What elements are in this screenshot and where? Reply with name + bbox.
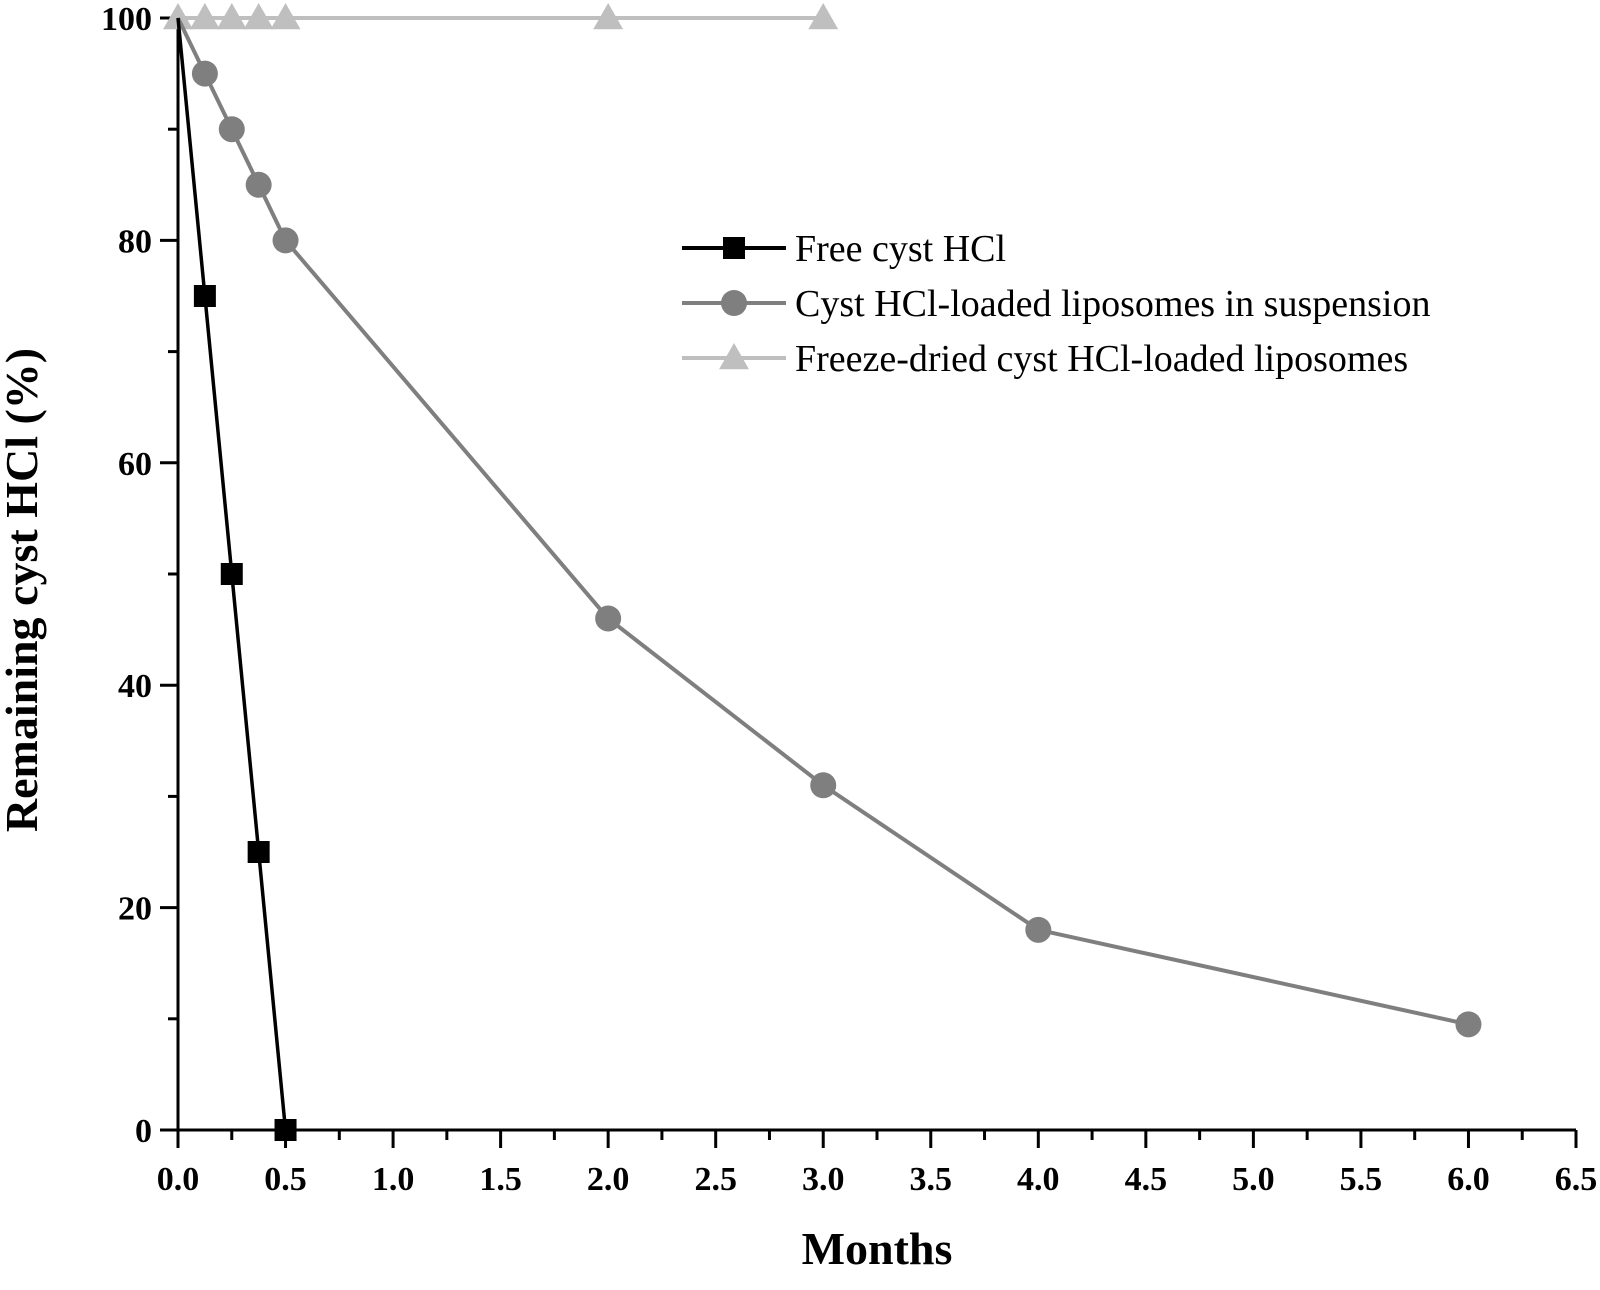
x-tick-label: 0.0 bbox=[157, 1161, 200, 1198]
data-point-cyst-hcl-loaded-liposomes-in-suspension bbox=[1455, 1011, 1482, 1038]
data-point-freeze-dried-cyst-hcl-loaded-liposomes bbox=[808, 3, 839, 30]
legend-marker-freeze-dried-cyst-hcl-loaded-liposomes bbox=[719, 343, 749, 370]
x-tick-label: 3.5 bbox=[910, 1161, 953, 1198]
data-point-freeze-dried-cyst-hcl-loaded-liposomes bbox=[189, 3, 220, 30]
y-tick-label: 0 bbox=[135, 1113, 152, 1150]
data-point-freeze-dried-cyst-hcl-loaded-liposomes bbox=[243, 3, 274, 30]
y-tick-label: 80 bbox=[118, 223, 152, 260]
data-point-freeze-dried-cyst-hcl-loaded-liposomes bbox=[163, 3, 193, 30]
data-point-cyst-hcl-loaded-liposomes-in-suspension bbox=[272, 227, 299, 254]
y-axis-title: Remaining cyst HCl (%) bbox=[0, 348, 47, 832]
x-tick-label: 4.0 bbox=[1017, 1161, 1060, 1198]
x-tick-label: 1.0 bbox=[372, 1161, 415, 1198]
x-tick-label: 5.5 bbox=[1340, 1161, 1383, 1198]
data-point-free-cyst-hcl bbox=[274, 1119, 297, 1141]
legend-marker-cyst-hcl-loaded-liposomes-in-suspension bbox=[721, 290, 747, 316]
data-point-freeze-dried-cyst-hcl-loaded-liposomes bbox=[270, 3, 301, 30]
legend-label-freeze-dried-cyst-hcl-loaded-liposomes: Freeze-dried cyst HCl-loaded liposomes bbox=[795, 338, 1408, 380]
data-point-freeze-dried-cyst-hcl-loaded-liposomes bbox=[216, 3, 247, 30]
x-tick-label: 2.0 bbox=[587, 1161, 630, 1198]
data-point-cyst-hcl-loaded-liposomes-in-suspension bbox=[245, 171, 272, 198]
x-tick-label: 1.5 bbox=[479, 1161, 522, 1198]
legend-label-free-cyst-hcl: Free cyst HCl bbox=[795, 228, 1006, 270]
data-point-cyst-hcl-loaded-liposomes-in-suspension bbox=[595, 605, 622, 632]
x-tick-label: 6.0 bbox=[1447, 1161, 1490, 1198]
data-point-cyst-hcl-loaded-liposomes-in-suspension bbox=[1025, 916, 1052, 943]
y-tick-label: 20 bbox=[118, 891, 152, 928]
legend-marker-free-cyst-hcl bbox=[723, 237, 745, 259]
x-tick-label: 4.5 bbox=[1125, 1161, 1168, 1198]
x-tick-label: 6.5 bbox=[1555, 1161, 1598, 1198]
series-line-cyst-hcl-loaded-liposomes-in-suspension bbox=[176, 17, 1469, 1027]
x-axis-title: Months bbox=[802, 1223, 953, 1274]
x-tick-label: 0.5 bbox=[264, 1161, 307, 1198]
y-tick-label: 40 bbox=[118, 668, 152, 705]
data-point-cyst-hcl-loaded-liposomes-in-suspension bbox=[191, 60, 218, 87]
data-point-cyst-hcl-loaded-liposomes-in-suspension bbox=[810, 772, 837, 799]
x-tick-label: 2.5 bbox=[694, 1161, 737, 1198]
data-point-free-cyst-hcl bbox=[193, 285, 216, 307]
data-point-free-cyst-hcl bbox=[247, 841, 270, 863]
data-point-freeze-dried-cyst-hcl-loaded-liposomes bbox=[593, 3, 624, 30]
x-tick-label: 3.0 bbox=[802, 1161, 845, 1198]
legend-label-cyst-hcl-loaded-liposomes-in-suspension: Cyst HCl-loaded liposomes in suspension bbox=[795, 283, 1430, 325]
data-point-free-cyst-hcl bbox=[220, 563, 243, 585]
y-tick-label: 60 bbox=[118, 446, 152, 483]
data-point-cyst-hcl-loaded-liposomes-in-suspension bbox=[218, 116, 245, 143]
y-tick-label: 100 bbox=[101, 1, 152, 38]
x-tick-label: 5.0 bbox=[1232, 1161, 1275, 1198]
